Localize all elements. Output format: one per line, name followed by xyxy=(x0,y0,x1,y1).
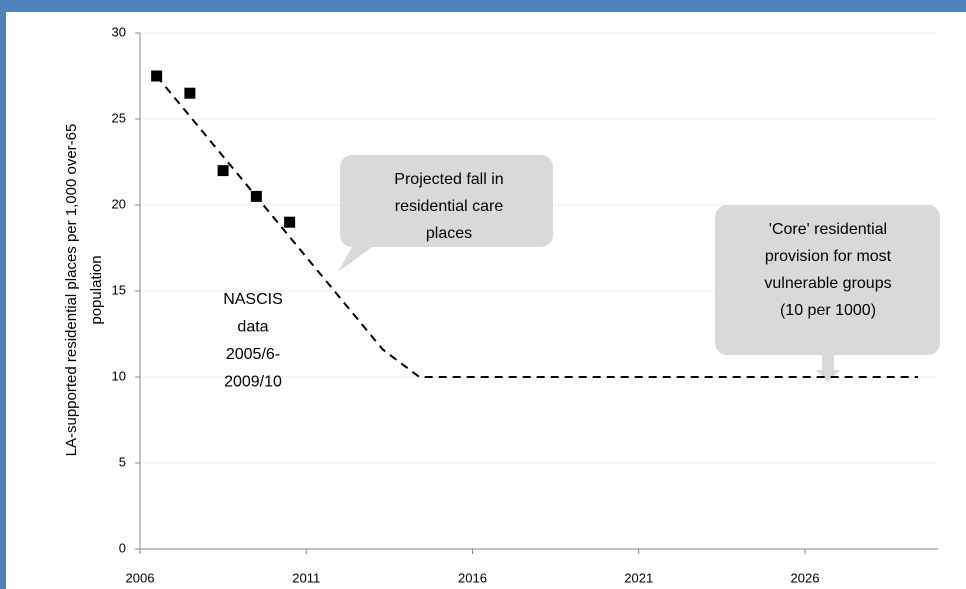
marker xyxy=(217,165,229,177)
y-tick-label: 5 xyxy=(119,454,126,469)
y-tick-label: 15 xyxy=(112,282,126,297)
annotation: (10 per 1000) xyxy=(780,302,876,319)
marker xyxy=(284,216,296,228)
x-tick-label: 2011 xyxy=(292,570,320,585)
projection-line xyxy=(155,75,919,378)
annotation: NASCIS xyxy=(223,291,283,308)
annotation: 'Core' residential xyxy=(769,221,887,238)
x-tick-label: 2026 xyxy=(791,570,820,585)
annotation: vulnerable groups xyxy=(764,275,891,292)
marker xyxy=(184,87,196,99)
frame-top xyxy=(0,0,966,12)
callout-box xyxy=(340,155,553,247)
annotation: residential care xyxy=(395,198,504,215)
callout-arrow xyxy=(338,247,400,272)
y-axis-label: population xyxy=(88,255,105,324)
annotation: places xyxy=(426,225,472,242)
annotation: data xyxy=(237,319,268,336)
y-tick-label: 20 xyxy=(112,196,126,211)
callout-arrow xyxy=(816,355,840,382)
callout-box xyxy=(715,205,940,355)
x-tick-label: 2021 xyxy=(624,570,653,585)
annotation: 2009/10 xyxy=(224,374,282,391)
y-axis-label: LA-supported residential places per 1,00… xyxy=(63,124,80,457)
annotation: Projected fall in xyxy=(394,171,503,188)
annotation: 2005/6- xyxy=(226,346,280,363)
y-tick-label: 25 xyxy=(112,110,126,125)
y-tick-label: 0 xyxy=(119,540,126,555)
frame-left xyxy=(0,0,6,589)
x-tick-label: 2006 xyxy=(126,570,155,585)
y-tick-label: 30 xyxy=(112,24,126,39)
x-tick-label: 2016 xyxy=(458,570,487,585)
annotation: provision for most xyxy=(765,248,892,265)
y-tick-label: 10 xyxy=(112,368,126,383)
